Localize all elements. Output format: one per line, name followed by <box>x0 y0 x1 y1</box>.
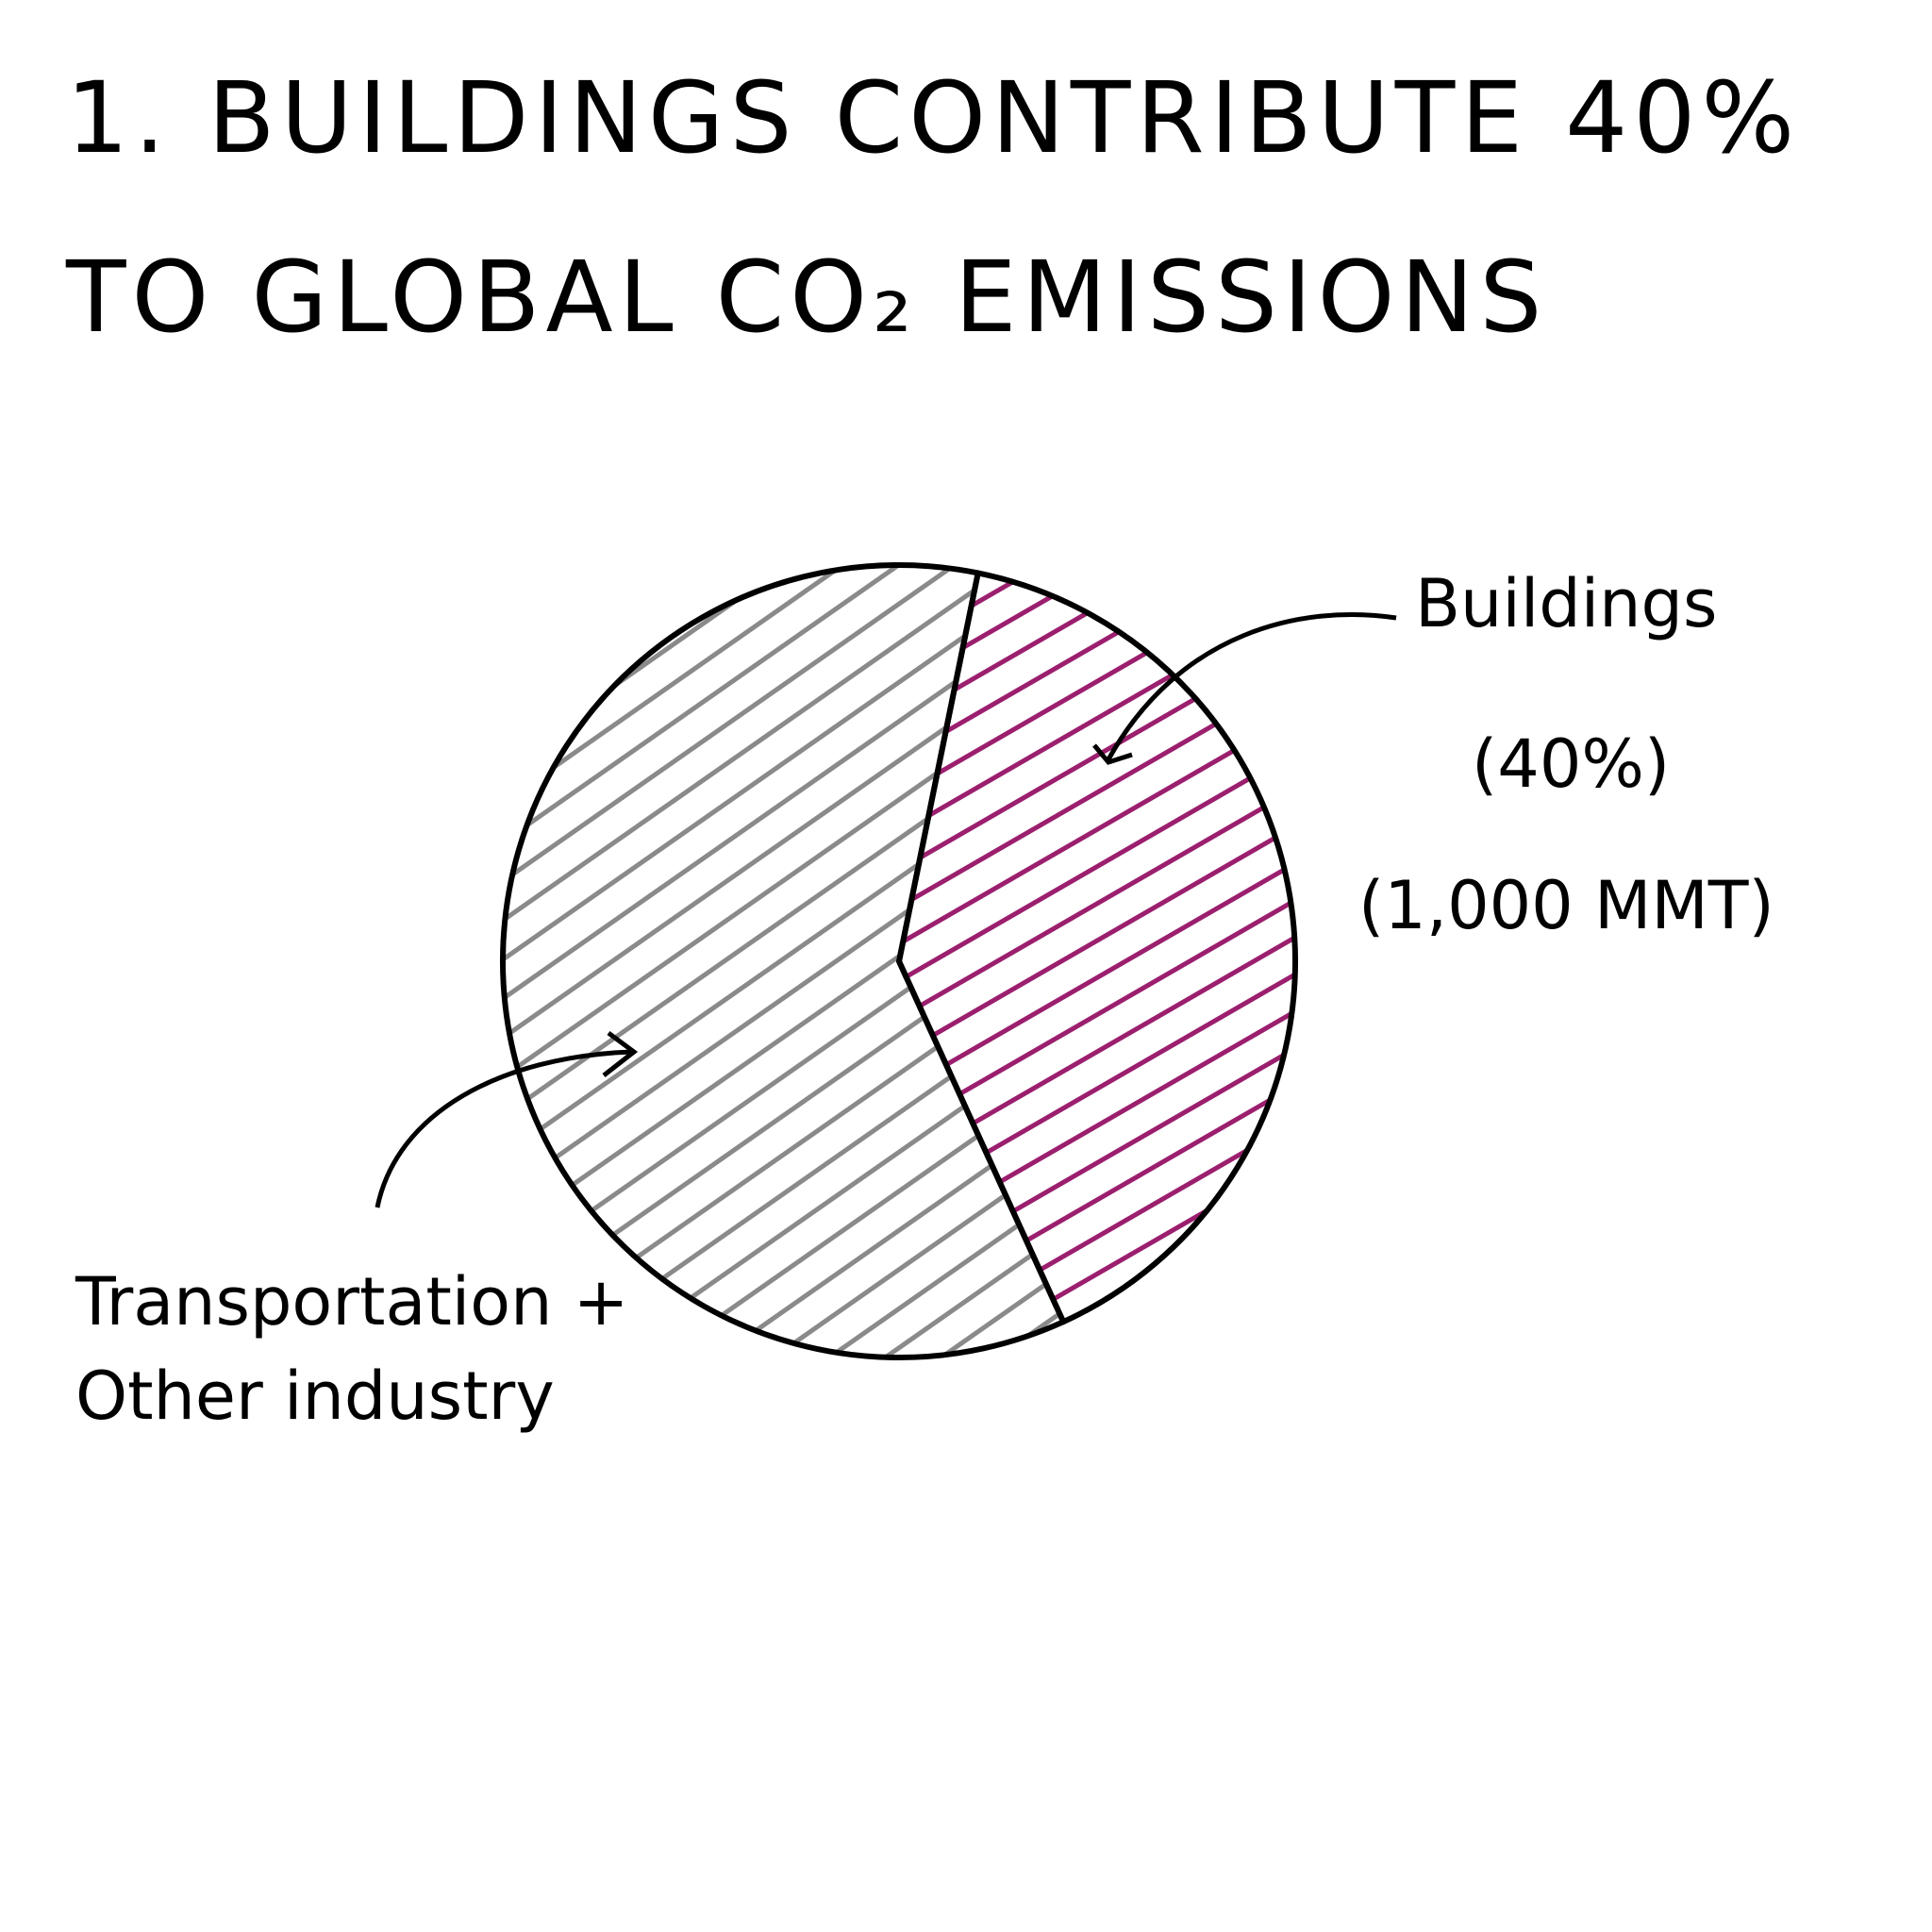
pie-slice <box>896 570 1298 1325</box>
chart-title: 1. BUILDINGS CONTRIBUTE 40% TO GLOBAL CO… <box>66 60 1801 355</box>
buildings-arrow <box>1106 611 1397 761</box>
slice-label: Transportation + Other industry <box>75 1263 629 1435</box>
pie-slice <box>500 562 1067 1360</box>
other-arrow-head <box>602 1030 639 1077</box>
annotation: (1,000 MMT) <box>1358 867 1774 944</box>
buildings-arrow-head <box>1092 743 1133 765</box>
other-arrow <box>375 1049 633 1208</box>
slice-label: Buildings <box>1415 565 1718 642</box>
value-label: (40%) <box>1472 725 1671 803</box>
